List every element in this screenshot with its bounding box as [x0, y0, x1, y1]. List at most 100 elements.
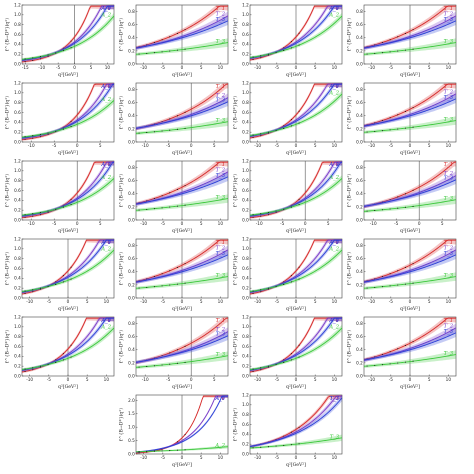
data-point	[290, 206, 292, 208]
x-tick-label: 5	[86, 377, 89, 382]
x-tick-label: -10	[368, 143, 375, 148]
data-point	[252, 370, 254, 372]
data-point	[146, 208, 148, 210]
x-tick-label: -5	[52, 221, 57, 226]
data-point	[169, 192, 171, 194]
data-point	[62, 50, 64, 52]
y-tick-label: 1.0	[242, 246, 249, 251]
series-label: T_1	[444, 6, 453, 12]
series-label: T_1	[444, 162, 453, 168]
data-point	[47, 54, 49, 56]
data-point	[267, 214, 269, 216]
series-curve	[249, 15, 343, 58]
y-tick-label: 0.6	[14, 188, 21, 193]
uncertainty-band	[136, 395, 228, 453]
chart-panel-19: -10 -5 0 5 10 0.0 0.2 0.4 0.6 0.8 q²[GeV²] f^{B→D*}…	[346, 316, 457, 390]
y-tick-label: 0.2	[356, 360, 363, 365]
x-tick-label: 0	[409, 143, 412, 148]
series-curve	[21, 5, 114, 62]
series-curve	[21, 249, 115, 292]
x-tick-label: 5	[428, 299, 431, 304]
series-curve	[21, 5, 114, 61]
data-point	[176, 115, 178, 117]
data-point	[267, 365, 269, 367]
x-tick-label: -10	[26, 377, 33, 382]
x-tick-label: -5	[275, 299, 280, 304]
data-point	[47, 210, 49, 212]
data-point	[176, 441, 178, 443]
data-point	[39, 214, 41, 216]
data-point	[283, 444, 285, 446]
data-point	[397, 196, 399, 198]
x-tick-label: -10	[370, 221, 377, 226]
data-point	[70, 344, 72, 346]
series-label: A_0	[100, 84, 111, 90]
data-point	[374, 122, 376, 124]
series-curve	[21, 161, 115, 217]
data-point	[161, 355, 163, 357]
y-tick-label: 0.8	[242, 22, 249, 27]
y-tick-label: 0.2	[356, 204, 363, 209]
data-point	[381, 286, 383, 288]
x-axis-label: q²[GeV²]	[400, 306, 420, 312]
uncertainty-band	[364, 239, 456, 284]
data-point	[153, 123, 155, 125]
series-label: A_0	[100, 318, 111, 324]
y-tick-label: 1.0	[14, 12, 21, 17]
y-tick-label: 0.0	[128, 61, 135, 66]
series-label: T_3	[444, 17, 454, 23]
uncertainty-band	[364, 38, 456, 56]
data-point	[252, 214, 254, 216]
data-point	[298, 122, 300, 124]
series-label: A_0	[328, 6, 339, 12]
data-point	[298, 110, 300, 112]
data-point	[138, 132, 140, 134]
data-point	[184, 48, 186, 50]
y-tick-label: 0.6	[14, 344, 21, 349]
series-label: A_1	[328, 6, 339, 12]
series-label: A_0	[328, 318, 339, 324]
y-tick-label: 0.2	[242, 208, 249, 213]
data-point	[290, 431, 292, 433]
y-tick-label: 0.2	[128, 126, 135, 131]
chart-panel-11: -10 -5 0 5 0.0 0.2 0.4 0.6 0.8 q²[GeV²] f^{B→D*}(q…	[346, 160, 457, 234]
y-axis-label: f^{B→D*}(q²)	[118, 96, 125, 129]
x-tick-label: -10	[254, 299, 261, 304]
data-point	[153, 365, 155, 367]
data-point	[70, 198, 72, 200]
data-point	[153, 357, 155, 359]
series-curve	[135, 176, 229, 205]
data-point	[267, 287, 269, 289]
y-axis-label: f^{B→D*}(q²)	[118, 330, 125, 363]
uncertainty-band	[136, 38, 228, 56]
y-tick-label: 1.2	[242, 236, 249, 241]
data-point	[252, 56, 254, 58]
chart-panel-8: -10 -5 0 5 0.0 0.2 0.4 0.6 0.8 1.0 1.2 q²[GeV²] f^{B…	[4, 158, 115, 234]
x-axis-label: q²[GeV²]	[286, 384, 306, 390]
y-axis-label: f^{B→D*}(q²)	[4, 252, 11, 285]
y-tick-label: 0.0	[128, 139, 135, 144]
data-point	[412, 48, 414, 50]
x-tick-label: 0	[67, 377, 70, 382]
x-tick-label: 5	[200, 65, 203, 70]
data-point	[184, 111, 186, 113]
uncertainty-band	[250, 434, 342, 450]
data-point	[412, 29, 414, 31]
data-point	[184, 449, 186, 451]
uncertainty-band	[136, 83, 228, 131]
y-tick-label: 1.2	[14, 158, 21, 163]
y-tick-label: 1.0	[14, 90, 21, 95]
data-point	[267, 131, 269, 133]
data-point	[24, 292, 26, 294]
y-tick-label: 0.4	[14, 276, 21, 281]
x-tick-label: 5	[99, 221, 102, 226]
x-tick-label: 5	[200, 455, 203, 460]
series-curve	[249, 437, 343, 449]
series-label: T_3	[444, 117, 454, 123]
data-point	[146, 44, 148, 46]
data-point	[70, 47, 72, 49]
data-point	[412, 205, 414, 207]
series-label: T_1	[216, 318, 225, 324]
data-point	[260, 446, 262, 448]
data-point	[404, 110, 406, 112]
